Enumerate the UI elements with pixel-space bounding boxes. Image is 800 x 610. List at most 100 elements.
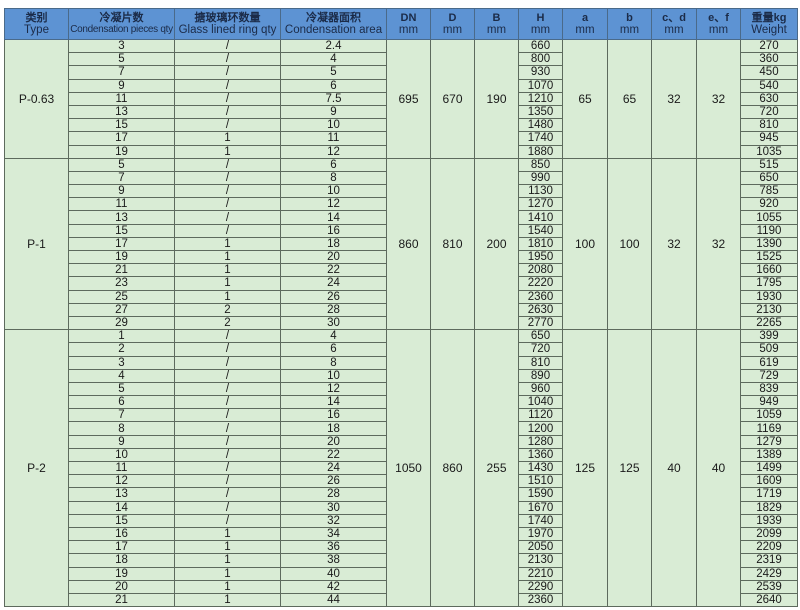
cell-area: 12 xyxy=(280,197,387,212)
cell-glass-ring: 1 xyxy=(174,144,281,159)
cell-cd: 32 xyxy=(651,39,697,159)
cell-weight: 270 xyxy=(740,38,798,54)
table-row: 11/24 1430 1499 xyxy=(5,460,798,476)
cell-h: 1130 xyxy=(518,184,563,199)
cell-area: 20 xyxy=(280,249,387,265)
cell-pieces: 13 xyxy=(68,210,175,225)
cell-area: 26 xyxy=(280,474,387,489)
table-row: 10/22 1360 1389 xyxy=(5,447,798,463)
header-label-en: Type xyxy=(24,24,49,36)
cell-weight: 949 xyxy=(740,395,798,410)
cell-a: 100 xyxy=(562,157,608,331)
cell-area: 24 xyxy=(280,460,387,476)
cell-pieces: 11 xyxy=(68,91,175,106)
header-label-cn: 重量kg xyxy=(751,12,787,24)
cell-glass-ring: / xyxy=(174,65,281,80)
cell-h: 1280 xyxy=(518,434,563,449)
cell-glass-ring: 1 xyxy=(174,553,281,568)
cell-h: 2630 xyxy=(518,302,563,317)
cell-weight: 1190 xyxy=(740,223,798,238)
table-row: 11/12 1270 920 xyxy=(5,197,798,212)
cell-pieces: 19 xyxy=(68,249,175,265)
cell-b: 100 xyxy=(607,157,652,331)
cell-glass-ring: 1 xyxy=(174,263,281,278)
table-body: P-0.63 3/2.4 695 670 190 660 65 65 32 32 270 5/4 800… xyxy=(4,38,798,608)
cell-weight: 920 xyxy=(740,197,798,212)
table-row: 3/8 810 619 xyxy=(5,355,798,370)
cell-h: 1540 xyxy=(518,223,563,238)
cell-area: 16 xyxy=(280,223,387,238)
cell-dn: 860 xyxy=(386,157,431,331)
cell-pieces: 3 xyxy=(68,38,175,54)
cell-pieces: 23 xyxy=(68,276,175,291)
header-label-en: mm xyxy=(530,24,551,36)
cell-type: P-2 xyxy=(4,329,69,608)
cell-b: 125 xyxy=(607,329,652,608)
cell-area: 4 xyxy=(280,329,387,344)
table-row: 16 1 34 1970 2099 xyxy=(5,526,798,542)
cell-a: 125 xyxy=(562,329,608,608)
cell-weight: 1055 xyxy=(740,210,798,225)
cell-glass-ring: / xyxy=(174,381,281,397)
cell-h: 1970 xyxy=(518,526,563,542)
cell-area: 6 xyxy=(280,342,387,357)
header-row: 类别 Type 冷凝片数 Condensation pieces qty 搪玻璃环数量 G… xyxy=(4,8,798,40)
cell-weight: 2539 xyxy=(740,579,798,594)
cell-a: 65 xyxy=(562,39,608,159)
cell-glass-ring: 1 xyxy=(174,249,281,265)
cell-weight: 509 xyxy=(740,342,798,357)
table-row: P-1 5/6 860 810 200 850 100 100 32 32 515 xyxy=(4,157,798,331)
cell-weight: 1035 xyxy=(740,144,798,159)
cell-h: 800 xyxy=(518,52,563,67)
cell-glass-ring: 1 xyxy=(174,289,281,304)
specification-table: 类别 Type 冷凝片数 Condensation pieces qty 搪玻璃环数量 G… xyxy=(4,8,798,608)
header-label-en: Glass lined ring qty xyxy=(178,24,277,36)
cell-h: 2360 xyxy=(518,289,563,304)
cell-area: 8 xyxy=(280,355,387,370)
cell-pieces: 19 xyxy=(68,566,175,581)
cell-glass-ring: / xyxy=(174,500,281,515)
cell-h: 2220 xyxy=(518,276,563,291)
cell-h: 1740 xyxy=(518,131,563,146)
cell-h: 1070 xyxy=(518,78,563,93)
cell-pieces: 2 xyxy=(68,342,175,357)
cell-area: 32 xyxy=(280,513,387,528)
cell-weight: 2099 xyxy=(740,526,798,542)
cell-h: 2080 xyxy=(518,263,563,278)
cell-h: 1810 xyxy=(518,236,563,252)
table-row: 14/30 1670 1829 xyxy=(5,500,798,515)
cell-weight: 1795 xyxy=(740,276,798,291)
header-label-cn: a xyxy=(581,12,589,24)
cell-glass-ring: / xyxy=(174,329,281,344)
header-weight: 重量kg Weight xyxy=(740,8,798,40)
header-label-cn: 类别 xyxy=(25,12,48,24)
cell-area: 30 xyxy=(280,315,387,331)
header-dn: DN mm xyxy=(386,8,431,40)
table-row: 9/20 1280 1279 xyxy=(5,434,798,449)
cell-area: 16 xyxy=(280,408,387,423)
header-label-en: mm xyxy=(486,24,507,36)
cell-glass-ring: / xyxy=(174,487,281,502)
cell-glass-ring: / xyxy=(174,513,281,528)
cell-pieces: 5 xyxy=(68,52,175,67)
cell-weight: 1829 xyxy=(740,500,798,515)
header-b: b mm xyxy=(607,8,652,40)
table-row: 5/12 960 839 xyxy=(5,381,798,397)
cell-glass-ring: / xyxy=(174,170,281,186)
cell-area: 28 xyxy=(280,302,387,317)
cell-weight: 729 xyxy=(740,368,798,383)
cell-area: 10 xyxy=(280,368,387,383)
table-row: 19 1 20 1950 1525 xyxy=(5,249,798,265)
cell-glass-ring: 1 xyxy=(174,592,281,608)
cell-h: 650 xyxy=(518,329,563,344)
cell-area: 30 xyxy=(280,500,387,515)
cell-glass-ring: 2 xyxy=(174,302,281,317)
cell-h: 1950 xyxy=(518,249,563,265)
cell-h: 1430 xyxy=(518,460,563,476)
cell-area: 11 xyxy=(280,131,387,146)
table-row: 12/26 1510 1609 xyxy=(5,474,798,489)
cell-pieces: 11 xyxy=(68,460,175,476)
cell-weight: 1609 xyxy=(740,474,798,489)
cell-pieces: 5 xyxy=(68,157,175,172)
cell-h: 890 xyxy=(518,368,563,383)
